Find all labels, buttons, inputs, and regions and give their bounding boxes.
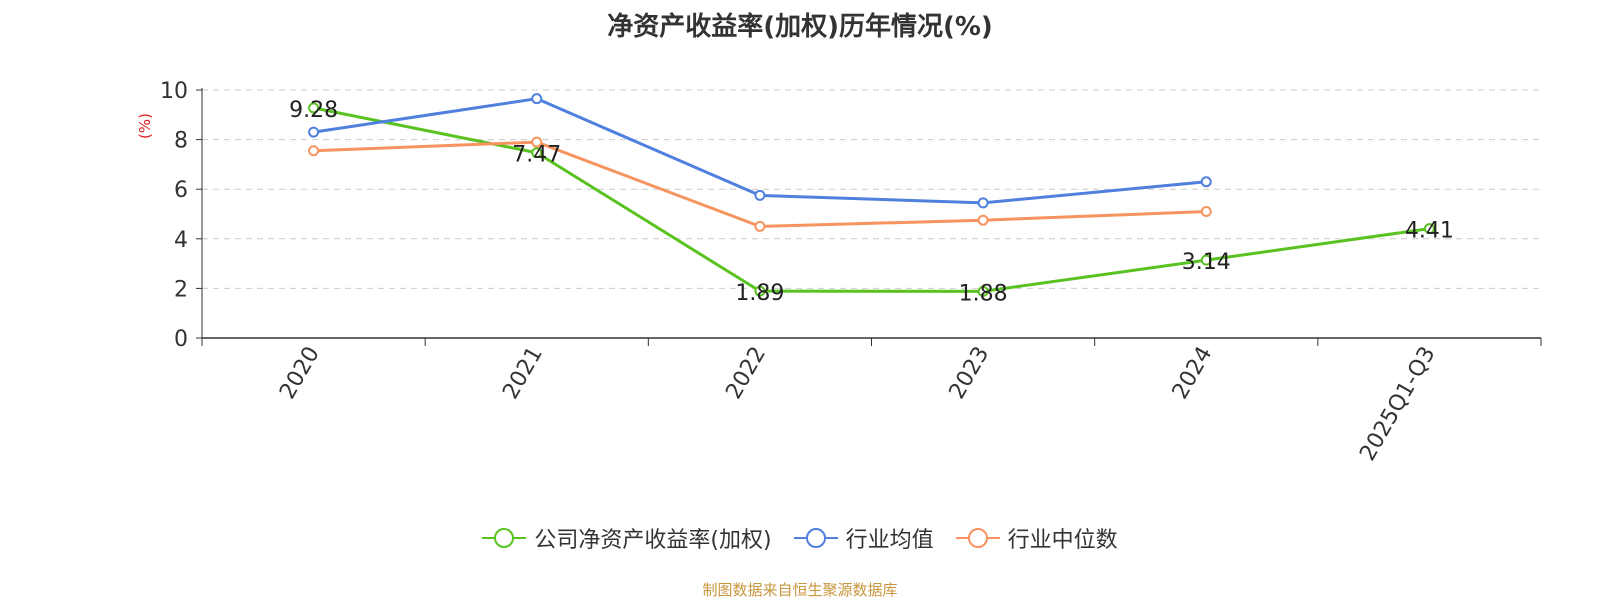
data-label: 4.41 (1405, 219, 1454, 244)
series-point-1 (1200, 176, 1212, 188)
axes: 0 2 4 6 8 10 (%) 2020 2021 2022 2023 2024 2025Q1-Q3 (136, 79, 1542, 466)
series-line-2 (313, 140, 1207, 228)
legend-label: 行业均值 (845, 528, 934, 553)
x-tick-label: 2022 (721, 343, 771, 404)
source-note: 制图数据来自恒生聚源数据库 (702, 581, 898, 599)
legend-item-1[interactable]: 行业均值 (793, 522, 934, 554)
series-line-0 (313, 106, 1430, 293)
series-point-2 (308, 145, 320, 157)
legend-item-2[interactable]: 行业中位数 (955, 522, 1118, 554)
series-point-0 (1423, 223, 1435, 235)
series-point-0 (754, 285, 766, 297)
data-label: 7.47 (512, 143, 561, 168)
legend-swatch-icon (793, 528, 838, 548)
series-point-0 (977, 285, 989, 297)
y-tick-label: 6 (174, 178, 188, 203)
y-axis-label: (%) (136, 113, 154, 139)
series-line-1 (313, 97, 1207, 205)
x-tick-label: 2023 (945, 343, 995, 404)
series-point-0 (308, 102, 320, 114)
y-tick-label: 0 (174, 327, 188, 352)
legend: 公司净资产收益率(加权) 行业均值 行业中位数 (0, 522, 1600, 554)
data-labels: 9.28 7.47 1.89 1.88 3.14 4.41 (289, 98, 1454, 307)
y-tick-label: 10 (160, 79, 188, 104)
series-point-1 (754, 189, 766, 201)
series-lines (308, 93, 1435, 297)
y-tick-label: 8 (174, 129, 188, 154)
data-label: 9.28 (289, 98, 338, 123)
series-point-0 (531, 147, 543, 159)
y-tick-label: 2 (174, 277, 188, 302)
series-point-1 (531, 93, 543, 105)
x-tick-label: 2024 (1168, 343, 1218, 404)
legend-label: 公司净资产收益率(加权) (534, 528, 772, 553)
x-tick-label: 2025Q1-Q3 (1355, 343, 1440, 466)
legend-label: 行业中位数 (1007, 528, 1118, 553)
legend-swatch-icon (955, 528, 1000, 548)
series-point-1 (977, 197, 989, 209)
x-tick-label: 2021 (498, 343, 548, 404)
data-label: 3.14 (1182, 250, 1231, 275)
data-label: 1.88 (959, 281, 1008, 306)
series-point-2 (977, 214, 989, 226)
x-tick-label: 2020 (275, 343, 325, 404)
series-point-0 (1200, 254, 1212, 266)
data-label: 1.89 (735, 281, 784, 306)
series-point-2 (531, 136, 543, 148)
grid-lines (202, 89, 1541, 289)
chart-title: 净资产收益率(加权)历年情况(%) (607, 12, 993, 42)
y-tick-label: 4 (174, 228, 188, 253)
series-point-1 (308, 126, 320, 138)
series-point-2 (754, 220, 766, 232)
series-point-2 (1200, 206, 1212, 218)
legend-swatch-icon (482, 528, 527, 548)
legend-item-0[interactable]: 公司净资产收益率(加权) (482, 522, 772, 554)
